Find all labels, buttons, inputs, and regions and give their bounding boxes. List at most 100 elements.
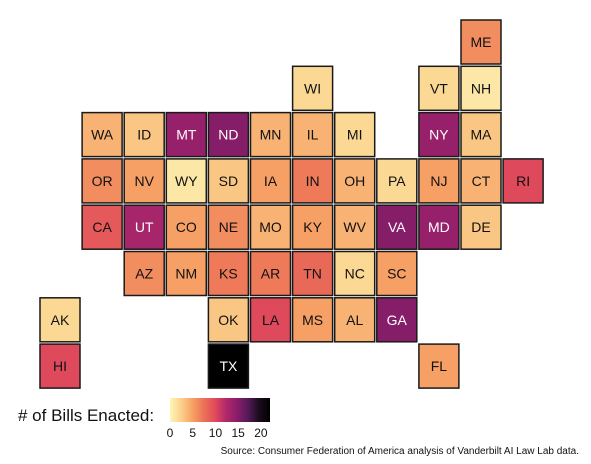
state-tile-rect: [207, 250, 250, 297]
legend-colorbar: [170, 398, 270, 422]
state-tile-label: MT: [176, 127, 197, 143]
state-tile-label: VA: [388, 219, 406, 235]
state-tile-label: MD: [428, 219, 450, 235]
state-tile-rect: [502, 158, 544, 204]
state-tile-rect: [123, 250, 165, 297]
state-tile-label: WA: [91, 127, 114, 143]
state-tile-rect: [418, 158, 460, 204]
state-tile-in: IN: [291, 158, 334, 204]
state-tile-label: SC: [387, 266, 406, 282]
state-tile-rect: [460, 158, 502, 204]
state-tile-label: MN: [260, 127, 282, 143]
state-tile-rect: [418, 204, 460, 250]
state-tile-rect: [249, 158, 292, 204]
state-tile-label: NM: [175, 266, 197, 282]
state-tile-rect: [291, 204, 334, 250]
state-tile-ky: KY: [291, 204, 334, 250]
state-tile-label: TN: [303, 266, 322, 282]
state-tile-rect: [291, 297, 334, 343]
state-tile-tn: TN: [291, 250, 334, 297]
state-tile-rect: [39, 343, 81, 389]
state-tile-nd: ND: [207, 111, 250, 158]
state-tile-rect: [165, 204, 208, 250]
state-tile-rect: [207, 111, 250, 158]
state-tile-label: MO: [259, 219, 282, 235]
state-tile-sd: SD: [207, 158, 250, 204]
state-tile-ga: GA: [376, 297, 418, 343]
state-tile-rect: [207, 297, 250, 343]
state-tile-md: MD: [418, 204, 460, 250]
state-tile-rect: [333, 111, 376, 158]
state-tile-rect: [123, 204, 165, 250]
state-tile-label: NJ: [430, 173, 447, 189]
state-tile-rect: [333, 297, 376, 343]
state-tile-label: OH: [344, 173, 365, 189]
state-tile-az: AZ: [123, 250, 165, 297]
state-tile-rect: [333, 250, 376, 297]
state-tile-label: NY: [429, 127, 449, 143]
state-tile-rect: [207, 204, 250, 250]
legend-tick-label: 5: [189, 426, 197, 440]
state-tile-label: ME: [471, 34, 492, 50]
state-tile-rect: [418, 343, 460, 389]
state-tile-ks: KS: [207, 250, 250, 297]
state-tile-rect: [376, 297, 418, 343]
state-tile-label: MS: [302, 312, 323, 328]
state-tile-co: CO: [165, 204, 208, 250]
state-tile-label: IL: [307, 127, 319, 143]
state-tile-rect: [165, 158, 208, 204]
state-tile-label: OR: [92, 173, 113, 189]
state-tile-label: OK: [218, 312, 239, 328]
state-tile-label: AZ: [135, 266, 153, 282]
state-tile-rect: [249, 250, 292, 297]
state-tile-wy: WY: [165, 158, 208, 204]
state-tile-al: AL: [333, 297, 376, 343]
state-tile-mo: MO: [249, 204, 292, 250]
legend-tick-label: 0: [166, 426, 174, 440]
state-tile-label: NE: [219, 219, 238, 235]
state-tile-rect: [291, 65, 334, 112]
state-tile-sc: SC: [376, 250, 418, 297]
state-tile-label: CO: [176, 219, 197, 235]
state-tile-rect: [249, 111, 292, 158]
state-tile-nc: NC: [333, 250, 376, 297]
state-tile-rect: [207, 343, 250, 389]
state-tile-rect: [39, 297, 81, 343]
state-tile-rect: [460, 19, 502, 65]
state-tile-rect: [249, 204, 292, 250]
state-tile-label: AR: [261, 266, 280, 282]
state-tile-label: DE: [471, 219, 490, 235]
state-tile-label: AK: [51, 312, 70, 328]
state-tile-label: RI: [516, 173, 530, 189]
state-tile-ak: AK: [39, 297, 81, 343]
legend-title: # of Bills Enacted:: [18, 406, 155, 425]
state-tile-label: GA: [387, 312, 408, 328]
legend-tick-label: 15: [231, 426, 245, 440]
tile-grid-map: ME WI VT NH WA ID MT ND MN IL MI NY MA OR NV WY SD IA IN OH…: [39, 19, 544, 389]
state-tile-id: ID: [123, 111, 165, 158]
state-tile-rect: [291, 111, 334, 158]
state-tile-label: TX: [219, 358, 238, 374]
state-tile-nv: NV: [123, 158, 165, 204]
state-tile-wi: WI: [291, 65, 334, 112]
state-tile-rect: [291, 250, 334, 297]
state-tile-mn: MN: [249, 111, 292, 158]
state-tile-rect: [165, 111, 208, 158]
state-tile-vt: VT: [418, 65, 460, 112]
colorbar-gradient: [170, 398, 270, 422]
state-tile-rect: [460, 111, 502, 158]
state-tile-pa: PA: [376, 158, 418, 204]
state-tile-or: OR: [81, 158, 123, 204]
state-tile-label: FL: [431, 358, 448, 374]
state-tile-rect: [81, 204, 123, 250]
state-tile-label: LA: [262, 312, 280, 328]
state-tile-ny: NY: [418, 111, 460, 158]
state-tile-label: UT: [135, 219, 154, 235]
state-tile-rect: [249, 297, 292, 343]
state-tile-rect: [165, 250, 208, 297]
state-tile-rect: [81, 111, 123, 158]
state-tile-wv: WV: [333, 204, 376, 250]
state-tile-label: WV: [343, 219, 366, 235]
state-tile-ri: RI: [502, 158, 544, 204]
state-tile-label: IN: [306, 173, 320, 189]
